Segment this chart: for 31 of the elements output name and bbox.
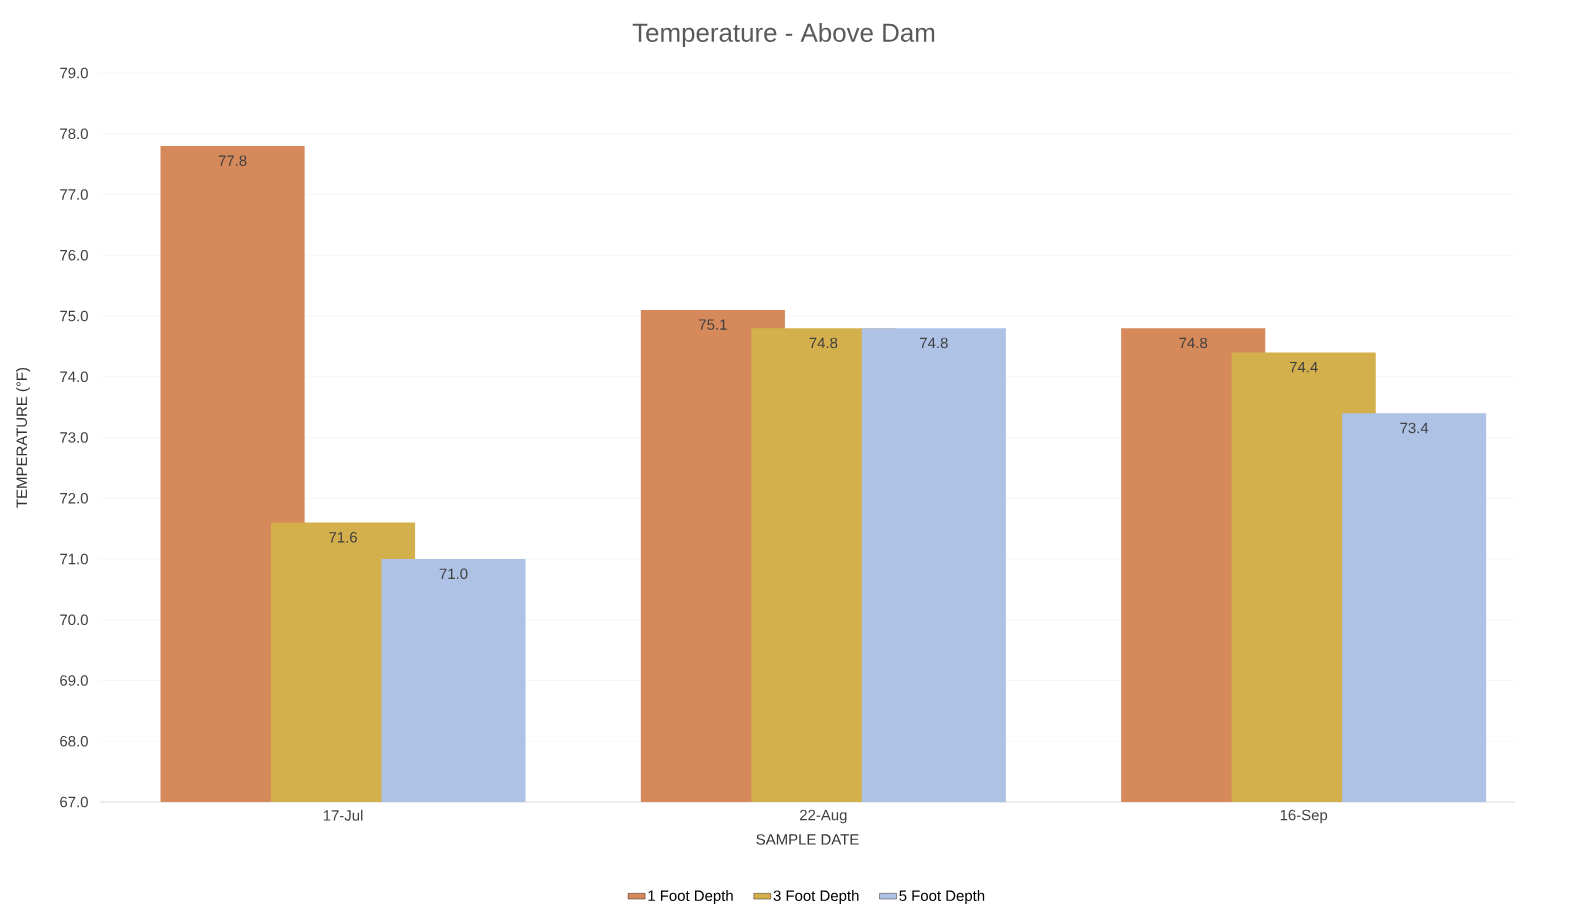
y-axis-title: TEMPERATURE (°F): [16, 367, 30, 508]
y-tick-label: 72.0: [60, 492, 88, 504]
y-tick-label: 73.0: [60, 432, 88, 443]
data-label: 74.8: [1179, 337, 1208, 349]
y-tick-label: 75.0: [60, 310, 88, 322]
y-tick-label: 70.0: [60, 614, 88, 626]
y-tick-label: 68.0: [60, 735, 88, 747]
data-label: 74.8: [809, 337, 838, 349]
y-tick-label: 79.0: [60, 67, 88, 79]
y-tick-label: 69.0: [60, 675, 88, 686]
data-label: 77.8: [218, 155, 247, 166]
data-label: 71.6: [329, 532, 357, 543]
x-tick-label: 16-Sep: [1280, 809, 1328, 824]
y-tick-label: 76.0: [60, 249, 88, 261]
legend-label: 5 Foot Depth: [899, 890, 985, 904]
y-tick-label: 78.0: [60, 128, 88, 140]
y-tick-label: 77.0: [60, 189, 88, 200]
chart-title: Temperature - Above Dam: [632, 22, 935, 48]
y-tick-label: 74.0: [60, 371, 88, 383]
x-tick-label: 17-Jul: [323, 809, 363, 821]
data-label: 74.8: [920, 337, 948, 349]
data-label: 73.4: [1400, 422, 1429, 434]
y-tick-label: 71.0: [60, 553, 88, 565]
x-axis-title: SAMPLE DATE: [756, 834, 859, 845]
data-label: 75.1: [699, 319, 727, 330]
y-tick-label: 67.0: [60, 796, 88, 808]
legend-label: 3 Foot Depth: [773, 890, 859, 904]
x-tick-label: 22-Aug: [800, 809, 847, 824]
data-label: 71.0: [439, 568, 468, 580]
legend-label: 1 Foot Depth: [648, 890, 733, 904]
data-label: 74.4: [1289, 361, 1318, 373]
